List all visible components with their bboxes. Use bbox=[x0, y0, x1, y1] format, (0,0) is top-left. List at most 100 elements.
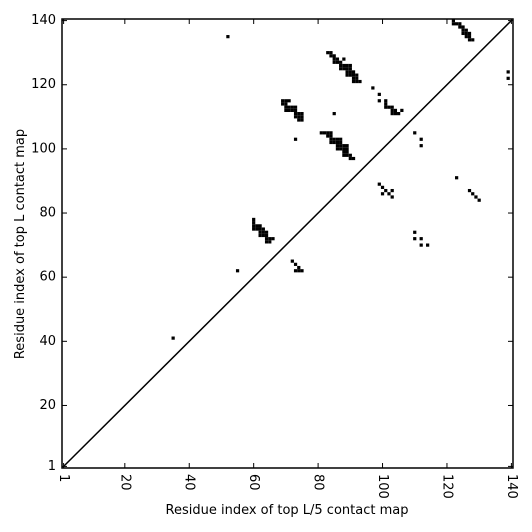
contact-point bbox=[290, 259, 294, 263]
contact-point bbox=[335, 140, 340, 145]
contact-point bbox=[293, 115, 298, 119]
contact-point bbox=[345, 70, 349, 74]
contact-point bbox=[380, 185, 385, 189]
contact-point bbox=[474, 195, 478, 199]
contact-point bbox=[348, 70, 352, 74]
contact-point bbox=[293, 105, 298, 109]
contact-point bbox=[342, 144, 346, 148]
contact-point bbox=[332, 60, 336, 64]
contact-point bbox=[329, 140, 333, 145]
contact-point bbox=[281, 102, 285, 106]
contact-point bbox=[297, 115, 301, 119]
contact-point bbox=[377, 92, 381, 96]
contact-point bbox=[326, 134, 330, 138]
contact-point bbox=[339, 147, 343, 151]
contact-point bbox=[339, 67, 343, 71]
contact-point bbox=[377, 182, 381, 186]
contact-point bbox=[329, 51, 333, 55]
contact-point bbox=[345, 153, 349, 157]
contact-point bbox=[332, 54, 336, 58]
contact-point bbox=[235, 269, 240, 273]
contact-point bbox=[345, 63, 349, 68]
contact-point bbox=[290, 108, 294, 113]
contact-point bbox=[345, 144, 349, 148]
contact-point bbox=[419, 137, 423, 141]
contact-point bbox=[390, 108, 394, 113]
y-tick-label: 80 bbox=[39, 206, 56, 221]
contact-point bbox=[300, 118, 304, 122]
contact-point bbox=[464, 35, 468, 39]
contact-point bbox=[255, 227, 259, 231]
contact-point bbox=[355, 73, 359, 77]
contact-point bbox=[293, 108, 298, 113]
contact-point bbox=[293, 137, 298, 141]
contact-point bbox=[329, 131, 333, 135]
contact-point bbox=[461, 28, 465, 32]
contact-point bbox=[271, 237, 275, 241]
contact-point bbox=[261, 227, 265, 231]
contact-point bbox=[467, 38, 472, 42]
contact-point bbox=[319, 131, 323, 135]
contact-point bbox=[506, 70, 510, 74]
y-tick-label: 60 bbox=[39, 270, 56, 285]
contact-point bbox=[477, 198, 481, 202]
contact-point bbox=[261, 233, 265, 238]
contact-point bbox=[258, 227, 262, 231]
contact-point bbox=[268, 240, 272, 244]
contact-point bbox=[387, 192, 391, 196]
contact-point bbox=[345, 67, 349, 71]
contact-point bbox=[467, 35, 472, 39]
contact-point bbox=[400, 108, 404, 113]
plot-frame bbox=[61, 18, 514, 469]
contact-point bbox=[293, 112, 298, 116]
contact-point bbox=[351, 73, 356, 77]
contact-point bbox=[464, 28, 468, 32]
contact-point bbox=[297, 269, 301, 273]
contact-point bbox=[419, 237, 423, 241]
contact-point bbox=[355, 79, 359, 84]
contact-point bbox=[342, 150, 346, 154]
contact-point bbox=[300, 269, 304, 273]
contact-point bbox=[342, 63, 346, 68]
contact-point bbox=[287, 108, 291, 113]
contact-point bbox=[264, 237, 269, 241]
contact-point bbox=[384, 188, 388, 193]
x-tick-label: 60 bbox=[246, 474, 261, 491]
contact-point bbox=[326, 51, 330, 55]
contact-point bbox=[281, 99, 285, 103]
contact-point bbox=[387, 105, 391, 109]
contact-point bbox=[390, 112, 394, 116]
contact-point bbox=[393, 112, 398, 116]
contact-point bbox=[293, 262, 298, 266]
contact-point bbox=[351, 70, 356, 74]
contact-point bbox=[393, 108, 398, 113]
contact-point bbox=[345, 147, 349, 151]
contact-point bbox=[339, 137, 343, 141]
contact-point bbox=[384, 102, 388, 106]
contact-point bbox=[264, 233, 269, 238]
contact-point bbox=[252, 227, 256, 231]
contact-point bbox=[261, 230, 265, 234]
contact-point bbox=[377, 99, 381, 103]
contact-point bbox=[252, 217, 256, 222]
contact-point bbox=[284, 102, 288, 106]
contact-point bbox=[252, 221, 256, 225]
contact-point bbox=[426, 243, 430, 247]
contact-point bbox=[348, 153, 352, 157]
contact-point bbox=[471, 38, 475, 42]
contact-point bbox=[332, 112, 336, 116]
contact-point bbox=[458, 22, 462, 26]
contact-point bbox=[342, 57, 346, 61]
contact-point bbox=[467, 31, 472, 36]
contact-point bbox=[300, 115, 304, 119]
contact-point bbox=[419, 243, 423, 247]
contact-point bbox=[384, 105, 388, 109]
contact-point bbox=[335, 147, 340, 151]
y-tick-label: 20 bbox=[39, 398, 56, 413]
x-tick-label: 1 bbox=[56, 474, 71, 482]
y-tick-label: 1 bbox=[48, 459, 56, 474]
y-tick-label: 120 bbox=[31, 77, 56, 92]
y-tick-label: 100 bbox=[31, 141, 56, 156]
contact-point bbox=[287, 99, 291, 103]
